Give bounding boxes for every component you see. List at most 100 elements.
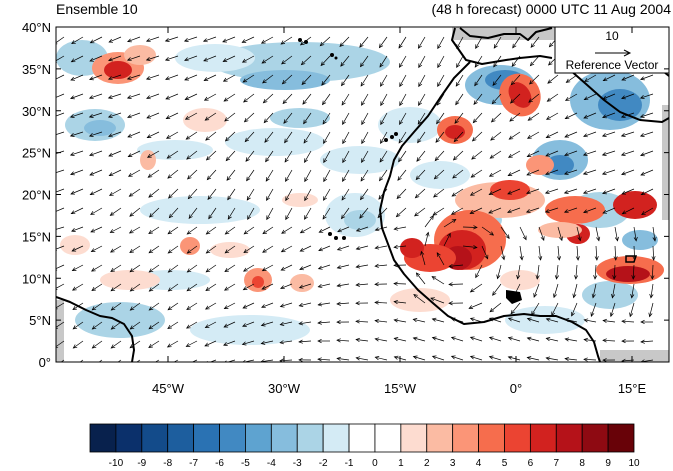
- wind-vector: [621, 188, 635, 195]
- wind-vector: [261, 359, 274, 362]
- wind-vector-head: [260, 340, 266, 345]
- wind-vector: [398, 150, 407, 162]
- wind-vector: [266, 207, 274, 220]
- wind-vector-head: [203, 77, 209, 81]
- wind-vector-head: [513, 292, 518, 298]
- wind-vector: [70, 112, 84, 118]
- wind-vector: [565, 358, 578, 361]
- wind-vector: [109, 188, 122, 196]
- wind-vector-head: [601, 171, 607, 175]
- wind-vector-head: [186, 268, 192, 273]
- wind-vector-head: [378, 195, 383, 200]
- wind-vector: [108, 150, 122, 157]
- wind-vector-head: [145, 38, 151, 43]
- wind-vector-head: [565, 78, 571, 83]
- wind-vector-head: [128, 192, 134, 197]
- wind-vector: [224, 264, 236, 272]
- wind-vector-head: [303, 119, 308, 125]
- colorbar-swatch: [141, 423, 169, 453]
- wind-vector: [323, 131, 331, 144]
- wind-vector: [72, 264, 84, 271]
- wind-vector-head: [493, 62, 498, 68]
- wind-vector: [223, 93, 236, 102]
- wind-vector-head: [431, 276, 437, 281]
- wind-vector: [436, 93, 445, 106]
- colorbar-swatch: [607, 423, 635, 453]
- wind-vector-head: [225, 156, 231, 162]
- lat-tick-label: 10°N: [22, 271, 51, 286]
- reference-vector-magnitude: 10: [605, 29, 619, 43]
- wind-vector-head: [492, 81, 497, 86]
- wind-vector: [640, 112, 654, 118]
- wind-vector-head: [108, 38, 114, 43]
- wind-vector: [602, 207, 616, 214]
- wind-vector-head: [431, 355, 437, 360]
- lon-tick-label: 15°W: [384, 381, 417, 396]
- wind-vector: [262, 226, 274, 234]
- wind-vector: [186, 226, 198, 235]
- wind-vector-head: [374, 282, 379, 287]
- wind-vector: [594, 264, 597, 280]
- wind-vector: [576, 226, 581, 241]
- wind-vector: [188, 188, 198, 199]
- wind-vector: [546, 357, 559, 361]
- wind-vector: [508, 337, 521, 342]
- wind-vector-head: [420, 250, 425, 256]
- wind-vector-head: [526, 190, 531, 195]
- wind-vector-head: [380, 101, 385, 107]
- wind-vector-head: [110, 306, 116, 311]
- wind-vector: [90, 226, 103, 233]
- wind-vector: [356, 339, 369, 342]
- wind-vector-head: [129, 287, 135, 292]
- wind-vector-head: [490, 136, 495, 141]
- wind-vector: [566, 74, 578, 83]
- wind-vector: [379, 36, 388, 48]
- wind-vector-head: [70, 190, 76, 195]
- wind-vector-head: [430, 297, 435, 302]
- wind-vector: [452, 169, 464, 179]
- wind-vector-head: [317, 338, 322, 344]
- wind-vector-head: [107, 95, 113, 99]
- wind-vector: [127, 74, 141, 80]
- wind-vector-head: [284, 138, 289, 144]
- wind-vector-head: [601, 151, 607, 156]
- wind-vector-head: [204, 324, 210, 328]
- wind-vector: [361, 150, 369, 163]
- wind-vector: [434, 169, 445, 180]
- wind-vector-head: [469, 288, 475, 293]
- wind-vector: [284, 131, 293, 143]
- wind-vector: [337, 283, 350, 287]
- wind-vector-head: [203, 57, 208, 62]
- wind-vector: [299, 302, 312, 307]
- colorbar-swatch: [504, 423, 531, 453]
- wind-vector-head: [648, 312, 653, 318]
- colorbar-label: 0: [372, 458, 378, 469]
- wind-vector: [451, 188, 464, 197]
- wind-vector: [418, 74, 426, 87]
- wind-vector: [413, 337, 426, 342]
- wind-vector-head: [304, 177, 309, 183]
- wind-vector-head: [89, 152, 94, 157]
- wind-vector-head: [108, 152, 114, 157]
- wind-vector: [186, 283, 198, 292]
- wind-vector: [261, 283, 274, 290]
- wind-vector-head: [52, 133, 56, 136]
- wind-vector: [341, 188, 350, 201]
- wind-vector: [397, 169, 407, 181]
- wind-vector: [413, 356, 426, 361]
- wind-vector-head: [167, 249, 173, 254]
- wind-vector: [56, 131, 65, 136]
- wind-vector-head: [186, 324, 191, 329]
- wind-vector-head: [552, 293, 557, 299]
- wind-vector: [546, 112, 559, 120]
- wind-vector-head: [488, 317, 494, 322]
- wind-vector: [603, 74, 616, 82]
- wind-vector: [56, 55, 65, 62]
- wind-vector-head: [336, 356, 342, 361]
- wind-vector-head: [304, 196, 309, 202]
- wind-vector-head: [146, 114, 152, 119]
- wind-vector: [564, 131, 578, 138]
- wind-vector: [281, 226, 293, 234]
- wind-vector-head: [148, 306, 154, 311]
- wind-vector: [380, 131, 388, 144]
